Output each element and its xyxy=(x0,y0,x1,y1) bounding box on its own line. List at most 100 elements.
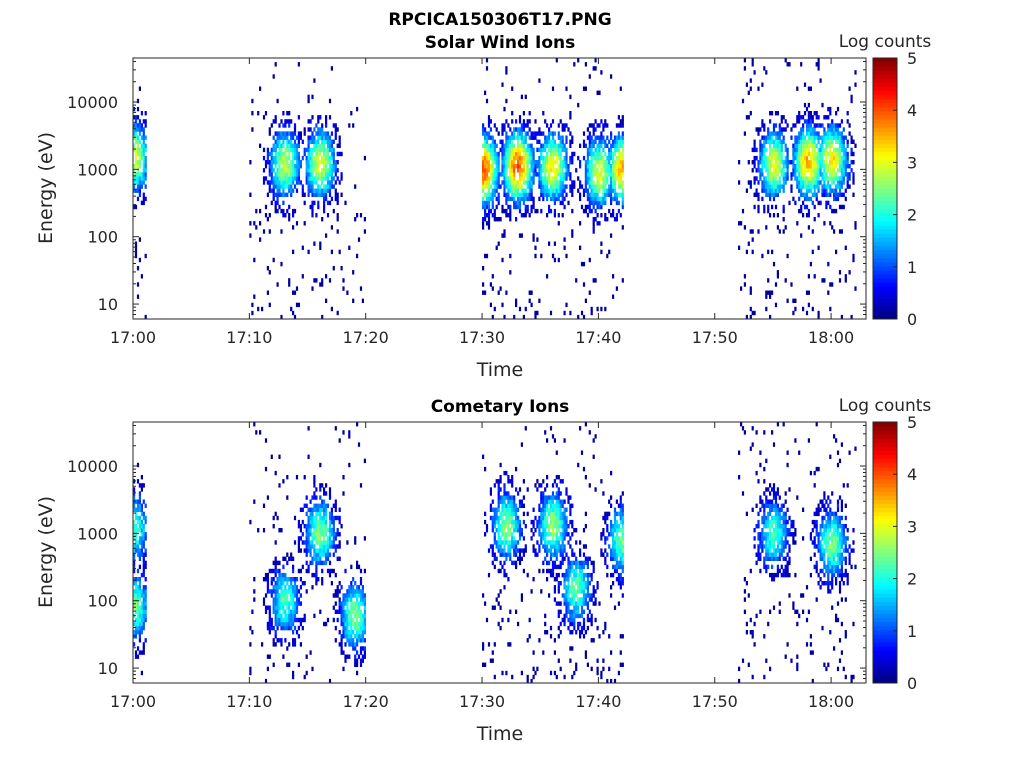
heatmap-cell xyxy=(807,290,810,295)
heatmap-cell xyxy=(503,160,506,165)
heatmap-cell xyxy=(142,180,145,185)
heatmap-cell xyxy=(621,204,624,210)
heatmap-cell xyxy=(571,139,574,144)
heatmap-cell xyxy=(798,168,801,173)
heatmap-cell xyxy=(592,192,595,197)
heatmap-cell xyxy=(278,164,281,169)
heatmap-cell xyxy=(544,524,547,529)
heatmap-cell xyxy=(317,119,320,124)
heatmap-cell xyxy=(511,192,514,197)
heatmap-cell xyxy=(582,155,586,161)
heatmap-cell xyxy=(838,204,842,210)
heatmap-cell xyxy=(350,111,353,116)
heatmap-cell xyxy=(268,229,271,234)
heatmap-cell xyxy=(363,217,366,222)
heatmap-cell xyxy=(134,528,138,533)
heatmap-cell xyxy=(309,151,312,157)
heatmap-cell xyxy=(776,164,779,169)
heatmap-cell xyxy=(144,176,147,181)
heatmap-cell xyxy=(584,581,587,586)
colorbar-segment xyxy=(873,249,897,255)
heatmap-cell xyxy=(798,184,801,189)
heatmap-cell xyxy=(571,532,574,537)
heatmap-cell xyxy=(334,164,337,169)
heatmap-cell xyxy=(317,528,320,533)
figure-title: RPCICA150306T17.PNG xyxy=(388,10,611,30)
heatmap-cell xyxy=(815,164,818,169)
heatmap-cell xyxy=(815,180,818,185)
heatmap-cell xyxy=(342,625,345,631)
heatmap-cell xyxy=(798,160,801,165)
heatmap-cell xyxy=(286,184,289,189)
heatmap-cell xyxy=(484,511,487,517)
heatmap-cell xyxy=(811,155,814,161)
heatmap-cell xyxy=(482,217,485,222)
heatmap-cell xyxy=(342,491,345,496)
heatmap-cell xyxy=(819,160,822,165)
heatmap-cell xyxy=(571,613,574,619)
heatmap-cell xyxy=(575,568,578,574)
heatmap-cell xyxy=(292,642,295,647)
heatmap-cell xyxy=(559,524,562,529)
heatmap-cell xyxy=(546,548,549,553)
heatmap-cell xyxy=(270,593,273,598)
heatmap-cell xyxy=(272,257,275,263)
heatmap-cell xyxy=(549,625,553,631)
heatmap-cell xyxy=(569,564,572,570)
heatmap-cell xyxy=(352,621,355,627)
heatmap-cell xyxy=(280,528,283,533)
heatmap-cell xyxy=(602,139,605,144)
heatmap-cell xyxy=(340,151,343,157)
heatmap-cell xyxy=(493,168,496,173)
heatmap-cell xyxy=(549,168,553,173)
heatmap-cell xyxy=(338,507,341,512)
heatmap-cell xyxy=(829,188,832,193)
heatmap-cell xyxy=(619,192,622,197)
heatmap-cell xyxy=(311,572,314,578)
heatmap-cell xyxy=(342,613,345,619)
heatmap-cell xyxy=(613,139,617,144)
heatmap-cell xyxy=(363,654,366,659)
heatmap-cell xyxy=(555,58,558,63)
heatmap-cell xyxy=(515,200,518,206)
heatmap-cell xyxy=(850,147,853,153)
heatmap-cell xyxy=(524,164,527,169)
heatmap-cell xyxy=(807,115,810,120)
heatmap-cell xyxy=(299,548,302,553)
heatmap-cell xyxy=(551,180,555,185)
heatmap-cell xyxy=(555,495,558,500)
colorbar-segment xyxy=(873,168,897,173)
heatmap-cell xyxy=(546,568,549,574)
heatmap-cell xyxy=(807,143,810,148)
heatmap-cell xyxy=(569,609,572,614)
heatmap-cell xyxy=(526,172,529,177)
heatmap-cell xyxy=(800,168,803,173)
heatmap-cell xyxy=(138,536,141,541)
heatmap-cell xyxy=(276,139,279,144)
heatmap-cell xyxy=(780,184,783,189)
heatmap-cell xyxy=(565,139,568,144)
heatmap-cell xyxy=(792,168,795,173)
heatmap-cell xyxy=(600,532,603,537)
heatmap-cell xyxy=(297,180,300,185)
heatmap-cell xyxy=(518,536,522,541)
heatmap-cell xyxy=(571,548,574,553)
heatmap-cell xyxy=(280,261,283,267)
heatmap-cell xyxy=(276,143,279,148)
heatmap-cell xyxy=(280,581,283,586)
heatmap-cell xyxy=(530,135,533,140)
heatmap-cell xyxy=(321,180,324,185)
heatmap-cell xyxy=(821,135,824,140)
heatmap-cell xyxy=(802,151,805,157)
heatmap-cell xyxy=(292,172,295,177)
heatmap-cell xyxy=(774,188,778,193)
heatmap-cell xyxy=(536,519,539,525)
heatmap-cell xyxy=(513,503,516,508)
heatmap-cell xyxy=(565,192,568,197)
heatmap-cell xyxy=(604,511,607,517)
heatmap-cell xyxy=(278,585,281,590)
heatmap-cell xyxy=(809,127,812,132)
heatmap-cell xyxy=(836,155,840,161)
heatmap-cell xyxy=(497,200,500,206)
heatmap-cell xyxy=(485,213,489,218)
